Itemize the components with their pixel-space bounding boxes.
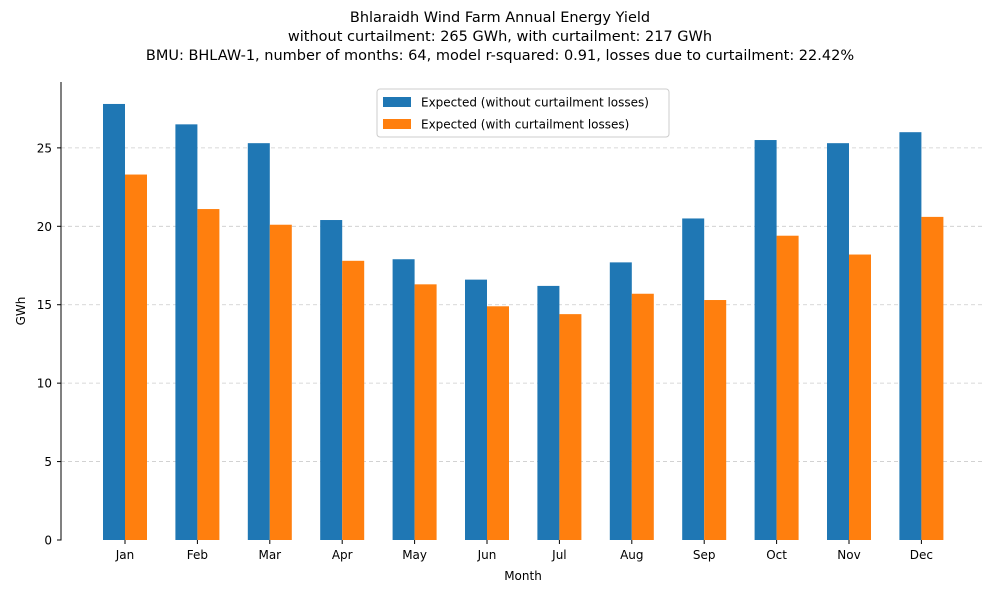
y-axis-label: GWh: [14, 297, 28, 326]
bar-without-curtailment: [103, 103, 125, 541]
legend-swatch: [383, 97, 411, 107]
x-tick-label: Sep: [693, 548, 716, 562]
x-tick-label: Mar: [258, 548, 281, 562]
bar-with-curtailment: [849, 254, 871, 540]
bar-with-curtailment: [487, 306, 509, 540]
x-tick-label: Aug: [620, 548, 643, 562]
y-tick-label: 20: [37, 220, 52, 234]
x-tick-label: Apr: [332, 548, 353, 562]
bar-without-curtailment: [392, 259, 415, 540]
x-tick-label: May: [402, 548, 427, 562]
bar-with-curtailment: [197, 209, 220, 540]
bar-with-curtailment: [704, 300, 727, 540]
bar-without-curtailment: [465, 279, 487, 540]
y-tick-label: 5: [44, 455, 52, 469]
x-tick-label: Nov: [837, 548, 860, 562]
x-axis-label: Month: [504, 569, 542, 583]
bar-without-curtailment: [899, 132, 922, 541]
bar-with-curtailment: [342, 260, 365, 540]
y-tick-label: 10: [37, 377, 52, 391]
bar-with-curtailment: [414, 284, 437, 540]
bar-with-curtailment: [269, 224, 292, 540]
x-tick-label: Jan: [115, 548, 135, 562]
bar-without-curtailment: [682, 218, 705, 540]
x-tick-label: Dec: [910, 548, 933, 562]
bar-with-curtailment: [921, 216, 944, 540]
bar-with-curtailment: [776, 235, 799, 540]
bar-without-curtailment: [537, 285, 560, 540]
y-tick-label: 15: [37, 298, 52, 312]
legend-swatch: [383, 119, 411, 129]
chart-subtitle-2: BMU: BHLAW-1, number of months: 64, mode…: [145, 48, 855, 64]
x-tick-label: Jun: [477, 548, 497, 562]
x-tick-label: Feb: [187, 548, 208, 562]
legend-box: [376, 88, 670, 138]
y-tick-label: 25: [37, 141, 52, 155]
chart-title: Bhlaraidh Wind Farm Annual Energy Yield: [349, 10, 651, 26]
legend-label: Expected (without curtailment losses): [421, 96, 649, 110]
chart-title-block: Bhlaraidh Wind Farm Annual Energy Yield …: [0, 9, 1000, 66]
bar-with-curtailment: [631, 293, 654, 540]
legend-label: Expected (with curtailment losses): [421, 118, 629, 132]
bar-without-curtailment: [754, 140, 777, 540]
bar-with-curtailment: [125, 174, 147, 541]
chart-subtitle-1: without curtailment: 265 GWh, with curta…: [287, 29, 713, 45]
bar-without-curtailment: [827, 143, 849, 540]
bar-without-curtailment: [175, 124, 198, 541]
bar-without-curtailment: [609, 262, 632, 540]
bar-without-curtailment: [320, 220, 343, 540]
bar-without-curtailment: [247, 143, 270, 540]
x-tick-label: Jul: [551, 548, 566, 562]
bar-with-curtailment: [559, 314, 582, 540]
x-tick-label: Oct: [766, 548, 787, 562]
y-tick-label: 0: [44, 534, 52, 548]
